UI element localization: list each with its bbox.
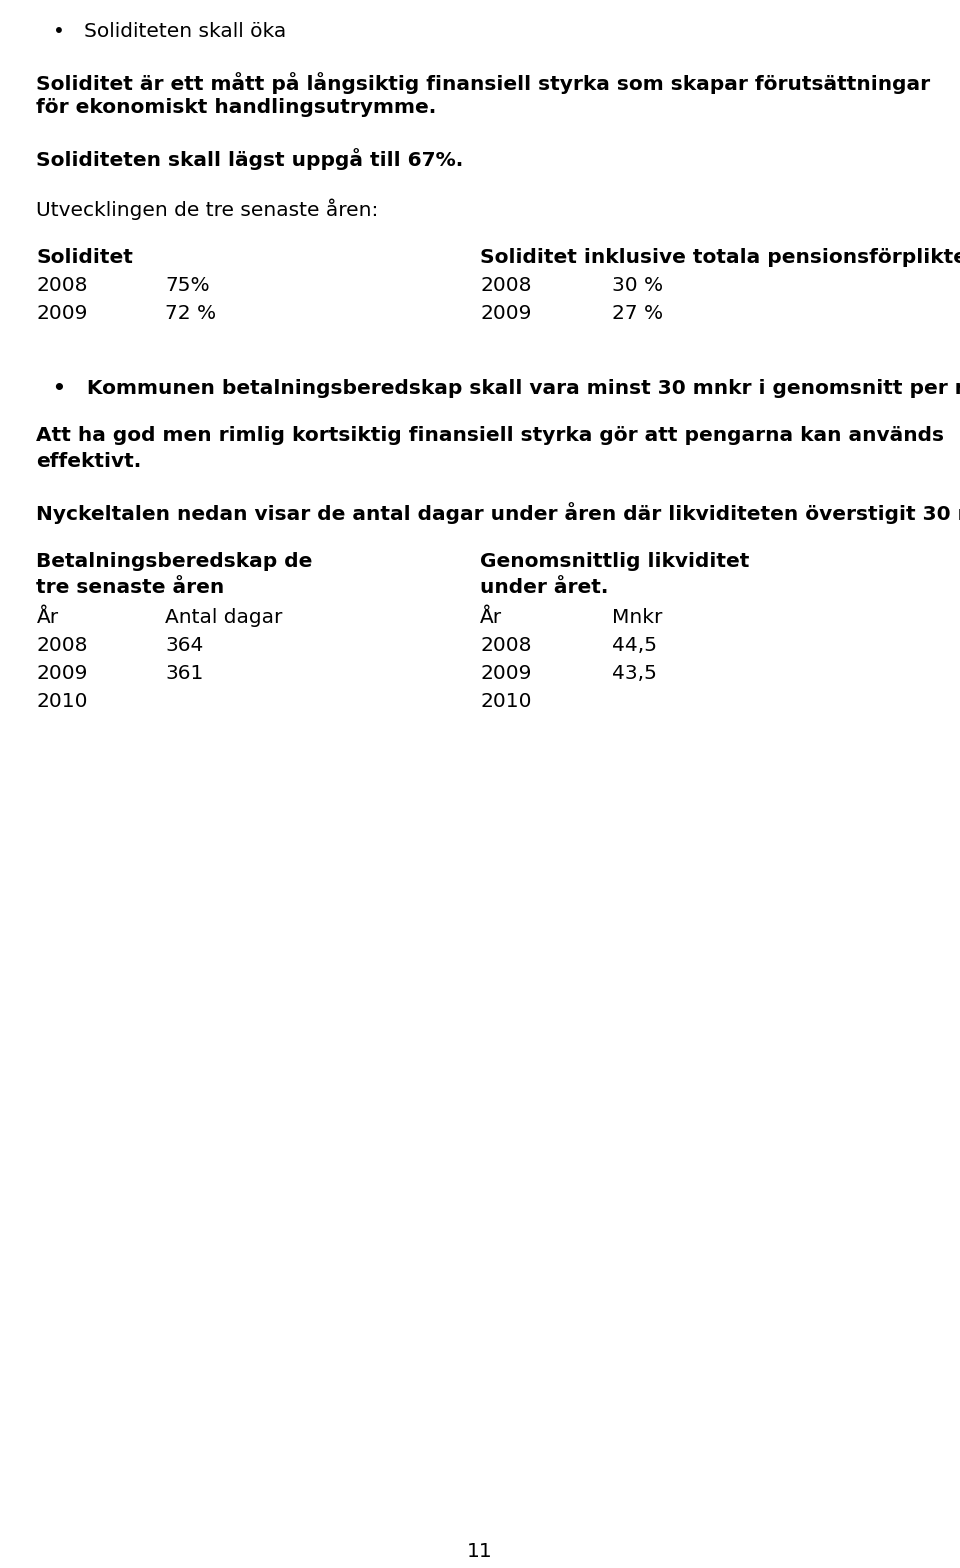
Text: Utvecklingen de tre senaste åren:: Utvecklingen de tre senaste åren: xyxy=(36,198,379,220)
Text: tre senaste åren: tre senaste åren xyxy=(36,579,225,597)
Text: •   Soliditeten skall öka: • Soliditeten skall öka xyxy=(53,22,286,41)
Text: År: År xyxy=(36,608,59,627)
Text: under året.: under året. xyxy=(480,579,609,597)
Text: 2009: 2009 xyxy=(36,304,88,323)
Text: 2008: 2008 xyxy=(36,276,88,295)
Text: Betalningsberedskap de: Betalningsberedskap de xyxy=(36,552,313,571)
Text: Antal dagar: Antal dagar xyxy=(165,608,282,627)
Text: År: År xyxy=(480,608,502,627)
Text: Att ha god men rimlig kortsiktig finansiell styrka gör att pengarna kan används: Att ha god men rimlig kortsiktig finansi… xyxy=(36,426,945,445)
Text: 75%: 75% xyxy=(165,276,209,295)
Text: 361: 361 xyxy=(165,663,204,684)
Text: 2010: 2010 xyxy=(36,691,88,710)
Text: 2008: 2008 xyxy=(480,637,532,655)
Text: •   Kommunen betalningsberedskap skall vara minst 30 mnkr i genomsnitt per månad: • Kommunen betalningsberedskap skall var… xyxy=(53,376,960,398)
Text: Mnkr: Mnkr xyxy=(612,608,662,627)
Text: för ekonomiskt handlingsutrymme.: för ekonomiskt handlingsutrymme. xyxy=(36,99,437,118)
Text: 27 %: 27 % xyxy=(612,304,663,323)
Text: Genomsnittlig likviditet: Genomsnittlig likviditet xyxy=(480,552,750,571)
Text: Soliditet är ett mått på långsiktig finansiell styrka som skapar förutsättningar: Soliditet är ett mått på långsiktig fina… xyxy=(36,72,930,94)
Text: 2010: 2010 xyxy=(480,691,532,710)
Text: effektivt.: effektivt. xyxy=(36,452,142,470)
Text: 72 %: 72 % xyxy=(165,304,216,323)
Text: 2008: 2008 xyxy=(36,637,88,655)
Text: Soliditeten skall lägst uppgå till 67%.: Soliditeten skall lägst uppgå till 67%. xyxy=(36,147,464,169)
Text: 2009: 2009 xyxy=(480,663,532,684)
Text: Soliditet: Soliditet xyxy=(36,248,133,267)
Text: 11: 11 xyxy=(468,1541,492,1562)
Text: 2009: 2009 xyxy=(36,663,88,684)
Text: 2009: 2009 xyxy=(480,304,532,323)
Text: 43,5: 43,5 xyxy=(612,663,658,684)
Text: 364: 364 xyxy=(165,637,204,655)
Text: Nyckeltalen nedan visar de antal dagar under åren där likviditeten överstigit 30: Nyckeltalen nedan visar de antal dagar u… xyxy=(36,502,960,524)
Text: 44,5: 44,5 xyxy=(612,637,658,655)
Text: Soliditet inklusive totala pensionsförpliktelser.: Soliditet inklusive totala pensionsförpl… xyxy=(480,248,960,267)
Text: 2008: 2008 xyxy=(480,276,532,295)
Text: 30 %: 30 % xyxy=(612,276,663,295)
